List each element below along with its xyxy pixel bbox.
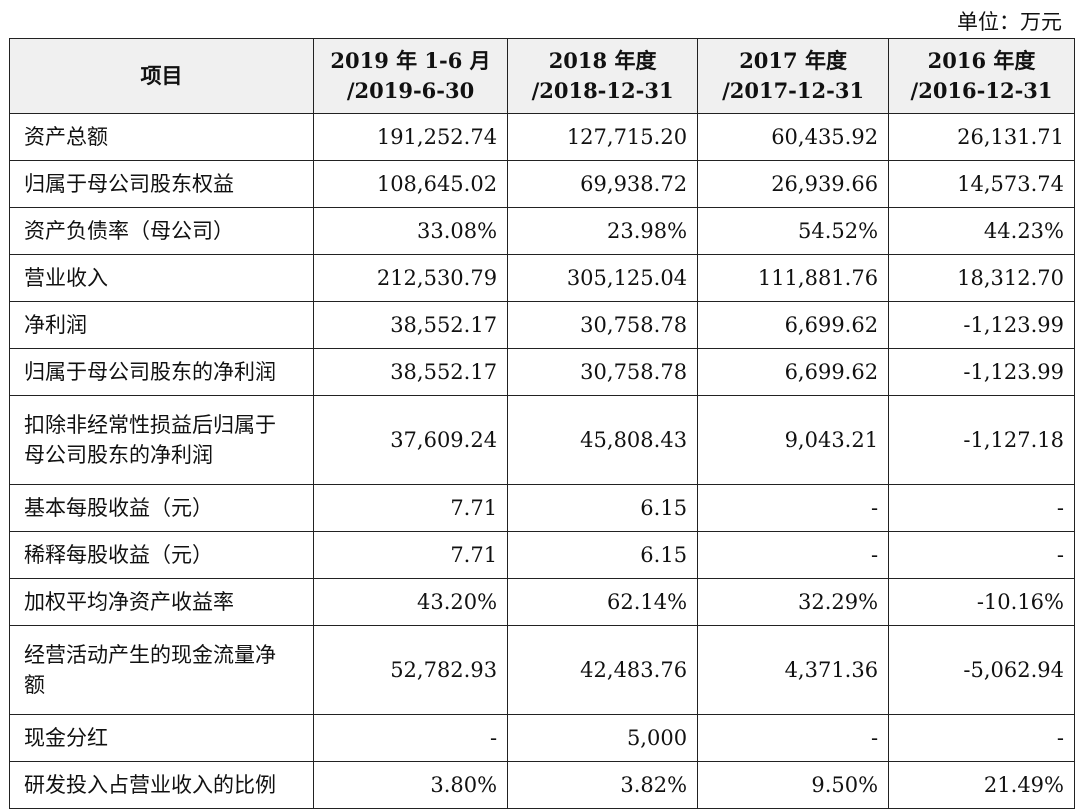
cell-value: 18,312.70 (888, 254, 1075, 302)
cell-value: 3.80% (312, 761, 509, 809)
cell-value: 26,131.71 (888, 113, 1075, 161)
header-2016: 2016 年度/2016-12-31 (888, 38, 1075, 114)
row-label: 加权平均净资产收益率 (9, 578, 314, 626)
cell-value: - (697, 531, 890, 579)
row-label: 归属于母公司股东的净利润 (9, 348, 314, 396)
row-label: 基本每股收益（元） (9, 484, 314, 532)
cell-value: 14,573.74 (888, 160, 1075, 208)
cell-value: 37,609.24 (312, 395, 509, 485)
row-label: 经营活动产生的现金流量净额 (9, 625, 314, 715)
table-row: 资产总额 191,252.74 127,715.20 60,435.92 26,… (9, 113, 1075, 161)
table-row: 归属于母公司股东权益 108,645.02 69,938.72 26,939.6… (9, 160, 1075, 208)
cell-value: -1,127.18 (888, 395, 1075, 485)
cell-value: 7.71 (312, 484, 509, 532)
table-row: 经营活动产生的现金流量净额 52,782.93 42,483.76 4,371.… (9, 625, 1075, 715)
header-2017: 2017 年度/2017-12-31 (697, 38, 890, 114)
cell-value: 23.98% (507, 207, 699, 255)
cell-value: - (312, 714, 509, 762)
cell-value: 5,000 (507, 714, 699, 762)
cell-value: 7.71 (312, 531, 509, 579)
cell-value: 108,645.02 (312, 160, 509, 208)
row-label: 资产负债率（母公司） (9, 207, 314, 255)
cell-value: 33.08% (312, 207, 509, 255)
cell-value: 52,782.93 (312, 625, 509, 715)
table-row: 归属于母公司股东的净利润 38,552.17 30,758.78 6,699.6… (9, 348, 1075, 396)
cell-value: 111,881.76 (697, 254, 890, 302)
cell-value: - (697, 484, 890, 532)
cell-value: 305,125.04 (507, 254, 699, 302)
cell-value: 6,699.62 (697, 301, 890, 349)
cell-value: 191,252.74 (312, 113, 509, 161)
cell-value: 44.23% (888, 207, 1075, 255)
cell-value: 26,939.66 (697, 160, 890, 208)
header-item: 项目 (9, 38, 314, 114)
cell-value: 30,758.78 (507, 348, 699, 396)
cell-value: 21.49% (888, 761, 1075, 809)
table-header-row: 项目 2019 年 1-6 月/2019-6-30 2018 年度/2018-1… (9, 38, 1075, 114)
cell-value: 69,938.72 (507, 160, 699, 208)
cell-value: 43.20% (312, 578, 509, 626)
cell-value: 62.14% (507, 578, 699, 626)
cell-value: -1,123.99 (888, 301, 1075, 349)
table-row: 稀释每股收益（元） 7.71 6.15 - - (9, 531, 1075, 579)
table-row: 净利润 38,552.17 30,758.78 6,699.62 -1,123.… (9, 301, 1075, 349)
cell-value: 54.52% (697, 207, 890, 255)
table-row: 加权平均净资产收益率 43.20% 62.14% 32.29% -10.16% (9, 578, 1075, 626)
table-row: 资产负债率（母公司） 33.08% 23.98% 54.52% 44.23% (9, 207, 1075, 255)
table-row: 研发投入占营业收入的比例 3.80% 3.82% 9.50% 21.49% (9, 761, 1075, 809)
row-label: 营业收入 (9, 254, 314, 302)
cell-value: 127,715.20 (507, 113, 699, 161)
header-2019h1: 2019 年 1-6 月/2019-6-30 (312, 38, 509, 114)
cell-value: -5,062.94 (888, 625, 1075, 715)
table-row: 扣除非经常性损益后归属于 母公司股东的净利润 37,609.24 45,808.4… (9, 395, 1075, 485)
cell-value: 38,552.17 (312, 301, 509, 349)
row-label: 现金分红 (9, 714, 314, 762)
cell-value: 42,483.76 (507, 625, 699, 715)
cell-value: 60,435.92 (697, 113, 890, 161)
row-label: 研发投入占营业收入的比例 (9, 761, 314, 809)
table-row: 营业收入 212,530.79 305,125.04 111,881.76 18… (9, 254, 1075, 302)
row-label: 稀释每股收益（元） (9, 531, 314, 579)
header-2018: 2018 年度/2018-12-31 (507, 38, 699, 114)
cell-value: 6.15 (507, 484, 699, 532)
row-label: 扣除非经常性损益后归属于 母公司股东的净利润 (9, 395, 314, 485)
row-label: 资产总额 (9, 113, 314, 161)
cell-value: 32.29% (697, 578, 890, 626)
cell-value: 9,043.21 (697, 395, 890, 485)
cell-value: - (888, 714, 1075, 762)
cell-value: 212,530.79 (312, 254, 509, 302)
cell-value: 38,552.17 (312, 348, 509, 396)
table-row: 基本每股收益（元） 7.71 6.15 - - (9, 484, 1075, 532)
row-label: 净利润 (9, 301, 314, 349)
table-row: 现金分红 - 5,000 - - (9, 714, 1075, 762)
cell-value: 3.82% (507, 761, 699, 809)
cell-value: -1,123.99 (888, 348, 1075, 396)
unit-label: 单位：万元 (957, 10, 1062, 34)
cell-value: -10.16% (888, 578, 1075, 626)
cell-value: 6,699.62 (697, 348, 890, 396)
cell-value: 9.50% (697, 761, 890, 809)
cell-value: 4,371.36 (697, 625, 890, 715)
cell-value: - (888, 484, 1075, 532)
row-label: 归属于母公司股东权益 (9, 160, 314, 208)
cell-value: - (888, 531, 1075, 579)
cell-value: 6.15 (507, 531, 699, 579)
financial-summary-table: 项目 2019 年 1-6 月/2019-6-30 2018 年度/2018-1… (9, 38, 1075, 809)
cell-value: 45,808.43 (507, 395, 699, 485)
cell-value: - (697, 714, 890, 762)
cell-value: 30,758.78 (507, 301, 699, 349)
